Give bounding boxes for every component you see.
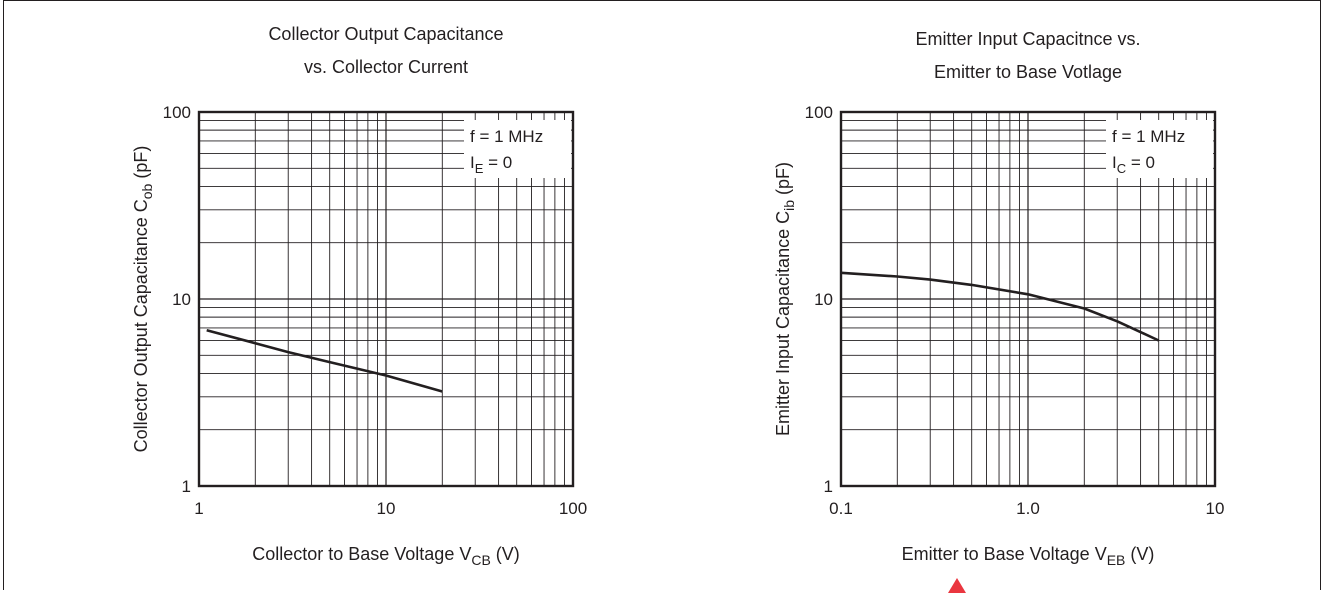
x-tick-label: 1.0: [1016, 499, 1040, 518]
chart-title: Emitter Input Capacitnce vs.: [915, 29, 1140, 49]
x-tick-label: 10: [377, 499, 396, 518]
chart-title: Emitter to Base Votlage: [934, 62, 1122, 82]
chart-collector-output-capacitance: f = 1 MHz IE = 0 1 10 100 1 10 100 Collector Out…: [131, 24, 587, 568]
chart-title: vs. Collector Current: [304, 57, 468, 77]
x-tick-label: 100: [559, 499, 587, 518]
series-line: [840, 271, 1160, 342]
annotation-text: f = 1 MHz: [470, 127, 543, 146]
annotation-bg: [464, 120, 571, 178]
y-tick-label: 100: [163, 103, 191, 122]
y-tick-label: 1: [824, 477, 833, 496]
annotation-box: f = 1 MHz IE = 0: [464, 120, 571, 178]
y-tick-label: 1: [182, 477, 191, 496]
y-tick-label: 10: [172, 290, 191, 309]
plot-border: [197, 110, 575, 488]
y-tick-label: 100: [805, 103, 833, 122]
chart-emitter-input-capacitance: f = 1 MHz IC = 0 0.1 1.0 10 1 10 100 Emitter Inp…: [773, 29, 1224, 568]
figure-frame: [3, 0, 1321, 590]
x-axis-label: Collector to Base Voltage VCB (V): [252, 544, 520, 568]
y-axis-label: Emitter Input Capacitance Cib (pF): [773, 162, 797, 436]
annotation-bg: [1106, 120, 1213, 178]
plot-border: [839, 110, 1217, 488]
series-line: [206, 329, 443, 393]
x-tick-label: 10: [1206, 499, 1225, 518]
y-axis-label: Collector Output Capacitance Cob (pF): [131, 146, 155, 453]
watermark-mark: [948, 578, 966, 593]
annotation-text: IE = 0: [470, 153, 512, 176]
annotation-text: f = 1 MHz: [1112, 127, 1185, 146]
annotation-box: f = 1 MHz IC = 0: [1106, 120, 1213, 178]
y-tick-label: 10: [814, 290, 833, 309]
x-tick-label: 1: [194, 499, 203, 518]
annotation-text: IC = 0: [1112, 153, 1155, 176]
chart-title: Collector Output Capacitance: [268, 24, 503, 44]
x-axis-label: Emitter to Base Voltage VEB (V): [902, 544, 1155, 568]
x-tick-label: 0.1: [829, 499, 853, 518]
